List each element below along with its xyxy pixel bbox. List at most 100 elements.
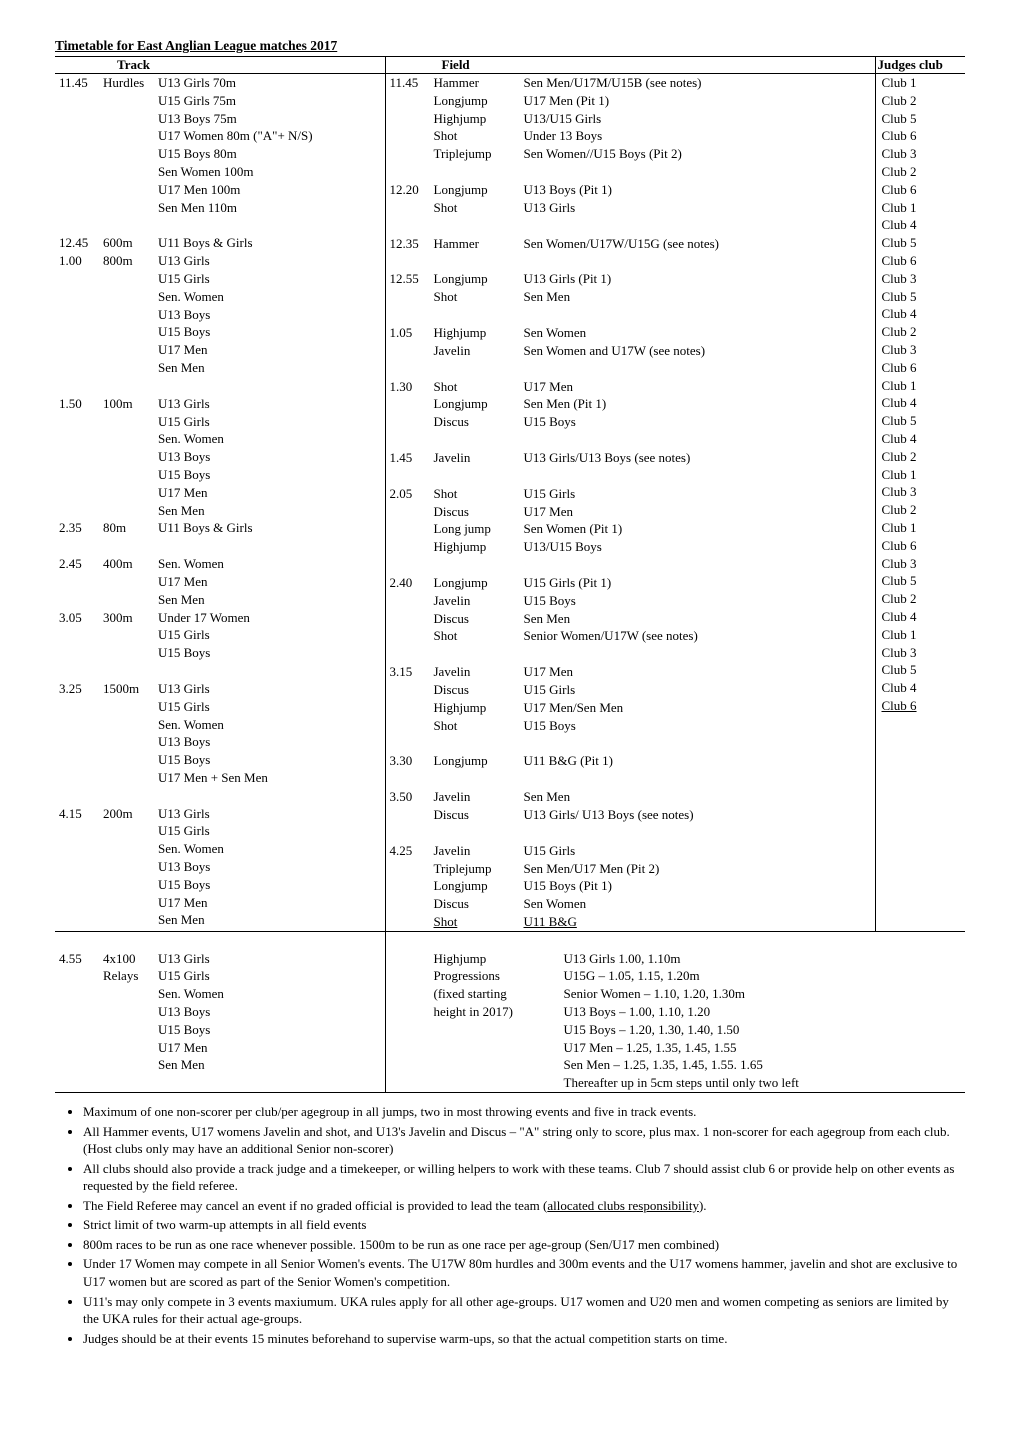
track-row: Sen. Women <box>55 985 385 1003</box>
track-row: U15 Boys <box>55 1021 385 1039</box>
field-row: 12.20LongjumpU13 Boys (Pit 1) <box>386 181 875 199</box>
field-row: DiscusU13 Girls/ U13 Boys (see notes) <box>386 806 875 824</box>
judge-cell: Club 5 <box>876 234 966 252</box>
progression-row: height in 2017)U13 Boys – 1.00, 1.10, 1.… <box>386 1003 966 1021</box>
field-row: 3.15JavelinU17 Men <box>386 663 875 681</box>
judge-cell: Club 1 <box>876 377 966 395</box>
judge-cell: Club 2 <box>876 448 966 466</box>
track-row: U13 Boys <box>55 448 385 466</box>
track-row: 2.3580mU11 Boys & Girls <box>55 519 385 537</box>
track-row: Sen Men <box>55 911 385 929</box>
judge-cell: Club 6 <box>876 537 966 555</box>
track-row: Sen Men 110m <box>55 199 385 217</box>
field-row: 11.45HammerSen Men/U17M/U15B (see notes) <box>386 74 875 92</box>
note-item: The Field Referee may cancel an event if… <box>83 1197 965 1215</box>
judge-cell: Club 6 <box>876 252 966 270</box>
judge-cell: Club 2 <box>876 163 966 181</box>
judge-cell: Club 5 <box>876 110 966 128</box>
track-row: Sen Men <box>55 1056 385 1074</box>
track-row: U13 Boys <box>55 733 385 751</box>
field-row: ShotU11 B&G <box>386 913 875 931</box>
track-row: U17 Men <box>55 1039 385 1057</box>
note-item: Under 17 Women may compete in all Senior… <box>83 1255 965 1290</box>
track-row: 4.554x100U13 Girls <box>55 950 385 968</box>
field-row: 1.30ShotU17 Men <box>386 378 875 396</box>
track-row: U13 Boys 75m <box>55 110 385 128</box>
judge-cell: Club 3 <box>876 270 966 288</box>
field-row: ShotSenior Women/U17W (see notes) <box>386 627 875 645</box>
judge-cell: Club 3 <box>876 555 966 573</box>
track-row: U15 Girls <box>55 822 385 840</box>
judge-cell: Club 5 <box>876 288 966 306</box>
field-row: 1.45JavelinU13 Girls/U13 Boys (see notes… <box>386 449 875 467</box>
track-row: U15 Boys <box>55 644 385 662</box>
field-row: DiscusSen Women <box>386 895 875 913</box>
track-row: 4.15200mU13 Girls <box>55 805 385 823</box>
field-row: DiscusU15 Girls <box>386 681 875 699</box>
track-row: U15 Boys <box>55 876 385 894</box>
note-item: Judges should be at their events 15 minu… <box>83 1330 965 1348</box>
judge-cell: Club 4 <box>876 394 966 412</box>
track-row: Sen Men <box>55 591 385 609</box>
field-row: JavelinSen Women and U17W (see notes) <box>386 342 875 360</box>
progression-row: U17 Men – 1.25, 1.35, 1.45, 1.55 <box>386 1039 966 1057</box>
track-row: 3.251500mU13 Girls <box>55 680 385 698</box>
field-row: HighjumpU13/U15 Boys <box>386 538 875 556</box>
track-row: U17 Men <box>55 573 385 591</box>
judge-cell: Club 1 <box>876 199 966 217</box>
field-row: LongjumpU17 Men (Pit 1) <box>386 92 875 110</box>
judge-cell: Club 5 <box>876 412 966 430</box>
track-row: U15 Girls <box>55 626 385 644</box>
field-row: ShotU13 Girls <box>386 199 875 217</box>
field-column: 11.45HammerSen Men/U17M/U15B (see notes)… <box>385 74 875 932</box>
progression-row: U15 Boys – 1.20, 1.30, 1.40, 1.50 <box>386 1021 966 1039</box>
track-row: U15 Girls <box>55 413 385 431</box>
judge-cell: Club 4 <box>876 216 966 234</box>
field-row: LongjumpSen Men (Pit 1) <box>386 395 875 413</box>
track-row: Sen Men <box>55 502 385 520</box>
track-row: U17 Women 80m ("A"+ N/S) <box>55 127 385 145</box>
track-row: 2.45400mSen. Women <box>55 555 385 573</box>
hdr-judges: Judges club <box>875 57 965 74</box>
track-row: Sen. Women <box>55 716 385 734</box>
judge-cell: Club 1 <box>876 74 966 92</box>
field-row: JavelinU15 Boys <box>386 592 875 610</box>
judge-cell: Club 4 <box>876 679 966 697</box>
note-item: All clubs should also provide a track ju… <box>83 1160 965 1195</box>
progression-row: Thereafter up in 5cm steps until only tw… <box>386 1074 966 1092</box>
track-row: U17 Men + Sen Men <box>55 769 385 787</box>
judge-cell: Club 2 <box>876 590 966 608</box>
field-row: Long jumpSen Women (Pit 1) <box>386 520 875 538</box>
hdr-field: Field <box>385 57 875 74</box>
hdr-track: Track <box>55 57 385 74</box>
track-row: U15 Boys <box>55 323 385 341</box>
judge-cell: Club 2 <box>876 323 966 341</box>
progression-row: HighjumpU13 Girls 1.00, 1.10m <box>386 950 966 968</box>
note-item: Maximum of one non-scorer per club/per a… <box>83 1103 965 1121</box>
track-column: 11.45HurdlesU13 Girls 70mU15 Girls 75mU1… <box>55 74 385 932</box>
judge-cell: Club 6 <box>876 697 966 715</box>
field-row: 12.55LongjumpU13 Girls (Pit 1) <box>386 270 875 288</box>
track-row: 1.00800mU13 Girls <box>55 252 385 270</box>
judges-column: Club 1Club 2Club 5Club 6Club 3Club 2Club… <box>875 74 965 932</box>
judge-cell: Club 3 <box>876 483 966 501</box>
field-row: TriplejumpSen Men/U17 Men (Pit 2) <box>386 860 875 878</box>
judge-cell: Club 4 <box>876 305 966 323</box>
judge-cell: Club 3 <box>876 644 966 662</box>
track-row: 11.45HurdlesU13 Girls 70m <box>55 74 385 92</box>
note-item: U11's may only compete in 3 events maxiu… <box>83 1293 965 1328</box>
judge-cell: Club 6 <box>876 127 966 145</box>
field-row: DiscusU15 Boys <box>386 413 875 431</box>
field-row: ShotSen Men <box>386 288 875 306</box>
page-title: Timetable for East Anglian League matche… <box>55 38 965 54</box>
progression-row: (fixed startingSenior Women – 1.10, 1.20… <box>386 985 966 1003</box>
track-row: U17 Men <box>55 894 385 912</box>
note-item: Strict limit of two warm-up attempts in … <box>83 1216 965 1234</box>
track-row: U15 Girls <box>55 270 385 288</box>
field-row: 4.25JavelinU15 Girls <box>386 842 875 860</box>
field-row: HighjumpU17 Men/Sen Men <box>386 699 875 717</box>
track-row: 12.45600mU11 Boys & Girls <box>55 234 385 252</box>
track-row: Sen Women 100m <box>55 163 385 181</box>
field-row: 2.05ShotU15 Girls <box>386 485 875 503</box>
note-item: All Hammer events, U17 womens Javelin an… <box>83 1123 965 1158</box>
